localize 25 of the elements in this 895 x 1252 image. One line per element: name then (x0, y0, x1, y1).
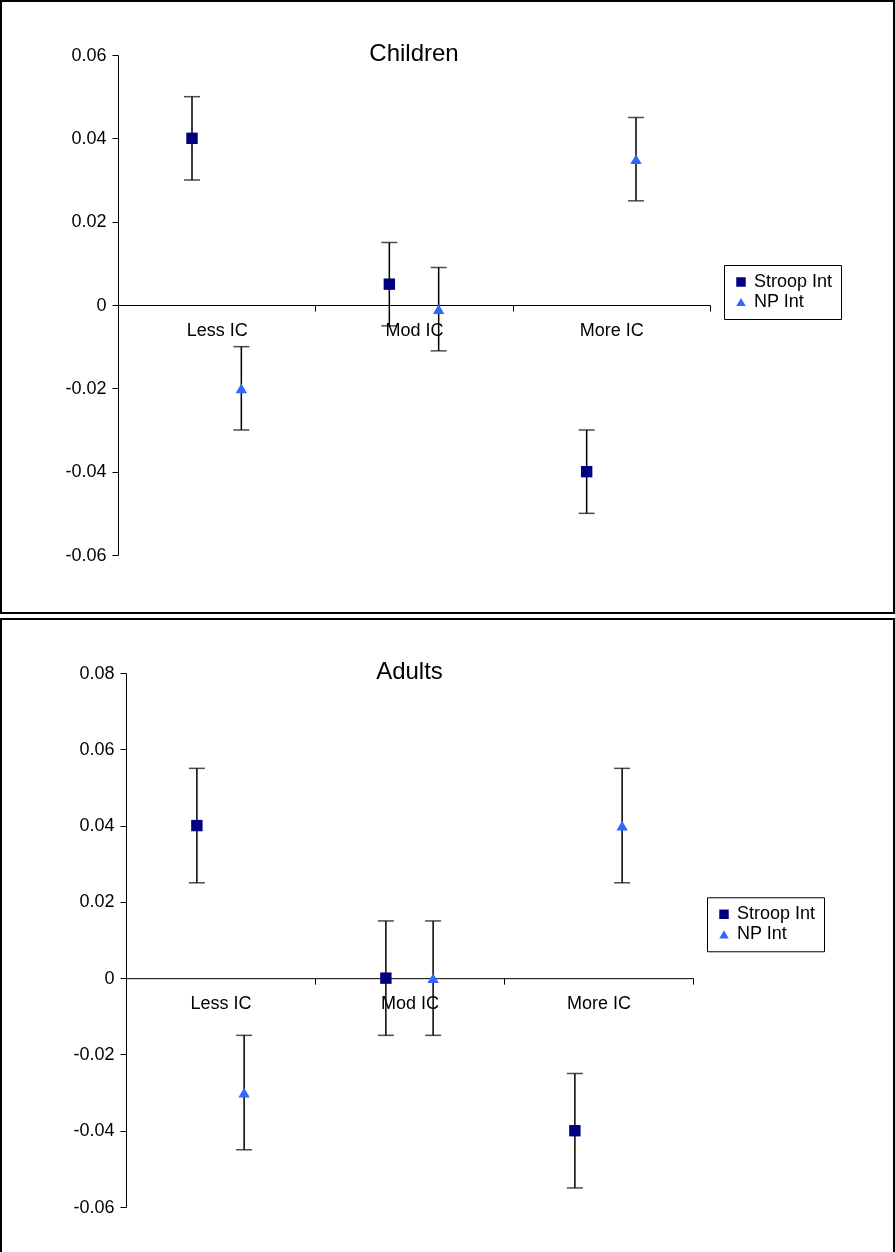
x-tick-label: Less IC (190, 992, 252, 1013)
y-tick-label: 0.06 (71, 44, 107, 65)
chart-title: Children (369, 39, 459, 66)
x-tick-label: More IC (579, 319, 644, 340)
y-tick-label: -0.02 (73, 1043, 115, 1064)
y-tick-label: -0.04 (65, 461, 107, 482)
y-tick-label: 0.02 (71, 211, 107, 232)
x-tick-label: Less IC (186, 319, 248, 340)
y-tick-label: 0.04 (79, 815, 115, 836)
legend-label: Stroop Int (737, 903, 816, 924)
y-tick-label: -0.06 (65, 544, 107, 565)
y-tick-label: -0.04 (73, 1120, 115, 1141)
y-tick-label: 0.08 (79, 662, 115, 683)
y-tick-label: 0.02 (79, 891, 115, 912)
y-tick-label: -0.06 (73, 1196, 115, 1217)
chart-title: Adults (376, 657, 443, 684)
legend-label: NP Int (737, 923, 787, 944)
x-tick-label: More IC (566, 992, 632, 1013)
y-tick-label: 0 (96, 294, 107, 315)
y-tick-label: 0.06 (79, 738, 115, 759)
legend-label: Stroop Int (754, 271, 833, 291)
y-tick-label: 0.04 (71, 127, 107, 148)
y-tick-label: 0 (104, 967, 115, 988)
y-tick-label: -0.02 (65, 377, 107, 398)
legend-label: NP Int (754, 291, 804, 311)
